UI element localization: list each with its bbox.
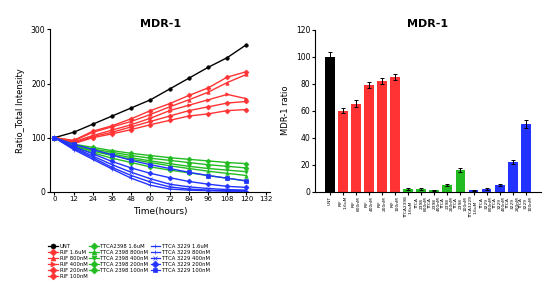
Bar — [404, 189, 413, 192]
Bar — [429, 190, 439, 192]
Bar — [508, 162, 518, 192]
Bar — [377, 81, 387, 192]
Title: MDR-1: MDR-1 — [140, 19, 181, 29]
Bar — [482, 189, 491, 192]
Bar — [325, 57, 335, 192]
Bar — [521, 124, 530, 192]
Bar — [443, 185, 452, 192]
Legend: UNT, RIF 1.6uM, RIF 800nM, RIF 400nM, RIF 200nM, RIF 100nM, TTCA2398 1.6uM, TTCA: UNT, RIF 1.6uM, RIF 800nM, RIF 400nM, RI… — [48, 243, 210, 279]
Bar — [455, 170, 465, 192]
Bar — [364, 85, 374, 192]
Title: MDR-1: MDR-1 — [407, 19, 448, 29]
Bar — [338, 111, 348, 192]
Bar — [469, 190, 479, 192]
Bar — [351, 104, 361, 192]
Bar — [495, 185, 505, 192]
X-axis label: Time(hours): Time(hours) — [133, 207, 187, 217]
Y-axis label: Ratio_Total Intensity: Ratio_Total Intensity — [17, 68, 25, 153]
Y-axis label: MDR-1 ratio: MDR-1 ratio — [282, 86, 290, 135]
Bar — [416, 189, 426, 192]
Bar — [390, 77, 400, 192]
